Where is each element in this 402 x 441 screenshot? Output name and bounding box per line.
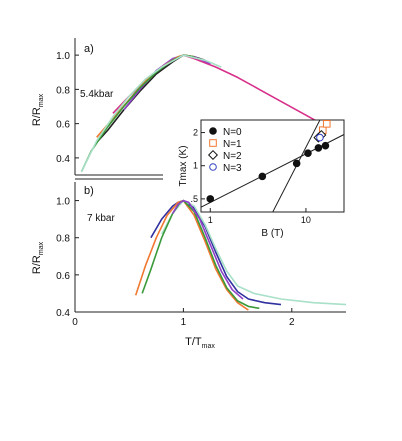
panel-b-y-ticks: 0.4 0.6 0.8 1.0 [56, 197, 79, 319]
inset-y-label: Tmax (K) [178, 145, 189, 186]
panel-a-series [80, 54, 341, 172]
inset-point [258, 172, 267, 181]
panel-a-condition: 5.4kbar [80, 89, 114, 100]
panel-a-y-tick-label: 0.6 [56, 120, 70, 131]
inset-legend-marker [209, 127, 217, 135]
inset-ticks: 1 10 .5 1 2 [190, 128, 310, 225]
inset-legend-marker [209, 139, 217, 147]
inset-point [292, 159, 301, 168]
panel-b-series [134, 199, 347, 311]
inset-legend: N=0N=1N=2N=3 [207, 127, 242, 174]
panel-b-y-tick-label: 0.4 [56, 308, 70, 319]
svg-text:R/Rmax: R/Rmax [31, 241, 45, 274]
inset-point [321, 141, 330, 150]
panel-a-y-tick-label: 1.0 [56, 51, 70, 62]
inset-point [314, 144, 323, 152]
panel-b-x-tick-label: 2 [289, 317, 295, 328]
inset-legend-marker [209, 163, 217, 171]
panel-b-y-tick-label: 0.8 [56, 234, 70, 245]
inset: 1 10 .5 1 2 N=0N=1N=2N=3 B (T) Tmax (K) [178, 119, 345, 239]
inset-axis-labels: B (T) Tmax (K) [178, 145, 284, 239]
inset-legend-label: N=2 [223, 151, 242, 162]
y-axis-label-a-sub: max [38, 93, 45, 107]
panel-b-y-tick-label: 0.6 [56, 271, 70, 282]
panel-b-x-ticks: 0 1 2 [72, 308, 295, 328]
panel-b-letter: b) [84, 185, 94, 197]
inset-point [206, 195, 215, 203]
y-axis-label-b: R/Rmax [31, 241, 45, 274]
inset-y-tick-label: 1 [193, 161, 198, 171]
panel-b-condition: 7 kbar [87, 213, 115, 224]
y-axis-label-b-sub: max [38, 241, 45, 255]
panel-a-letter: a) [84, 43, 94, 55]
panel-b: b) 7 kbar 0.4 0.6 0.8 1.0 0 1 2 [56, 182, 347, 328]
inset-x-label: B (T) [261, 228, 283, 239]
inset-legend-marker [207, 149, 219, 161]
inset-x-tick-label: 10 [301, 215, 311, 225]
x-axis-label-sub: max [202, 343, 216, 350]
svg-text:R/Rmax: R/Rmax [31, 93, 45, 126]
inset-point [322, 120, 331, 128]
inset-points [206, 120, 331, 203]
panel-b-x-tick-label: 0 [72, 317, 78, 328]
inset-point [316, 133, 324, 142]
panel-a-y-tick-label: 0.8 [56, 85, 70, 96]
y-axis-label-a-main: R/R [31, 107, 43, 126]
panel-a: a) 5.4kbar 0.4 0.6 0.8 1.0 [56, 38, 341, 180]
panel-a-y-ticks: 0.4 0.6 0.8 1.0 [56, 51, 79, 165]
x-axis-label: T/Tmax [185, 336, 215, 350]
panel-b-series-line-2 [134, 199, 249, 311]
inset-point [304, 149, 312, 157]
inset-legend-label: N=3 [223, 163, 242, 174]
panel-a-y-tick-label: 0.4 [56, 154, 70, 165]
y-axis-label-b-main: R/R [31, 255, 43, 274]
panel-b-series-line-1 [160, 199, 347, 306]
panel-b-series-line-4 [171, 199, 244, 300]
inset-y-tick-label: 2 [193, 128, 198, 138]
inset-legend-label: N=0 [223, 127, 242, 138]
inset-y-tick-label: .5 [190, 194, 198, 204]
inset-x-tick-label: 1 [208, 215, 213, 225]
inset-legend-label: N=1 [223, 139, 242, 150]
x-axis-label-main: T/T [185, 336, 202, 348]
panel-b-x-tick-label: 1 [181, 317, 187, 328]
panel-b-y-tick-label: 1.0 [56, 197, 70, 208]
panel-a-series-line-5 [80, 54, 222, 172]
y-axis-label-a: R/Rmax [31, 93, 45, 126]
